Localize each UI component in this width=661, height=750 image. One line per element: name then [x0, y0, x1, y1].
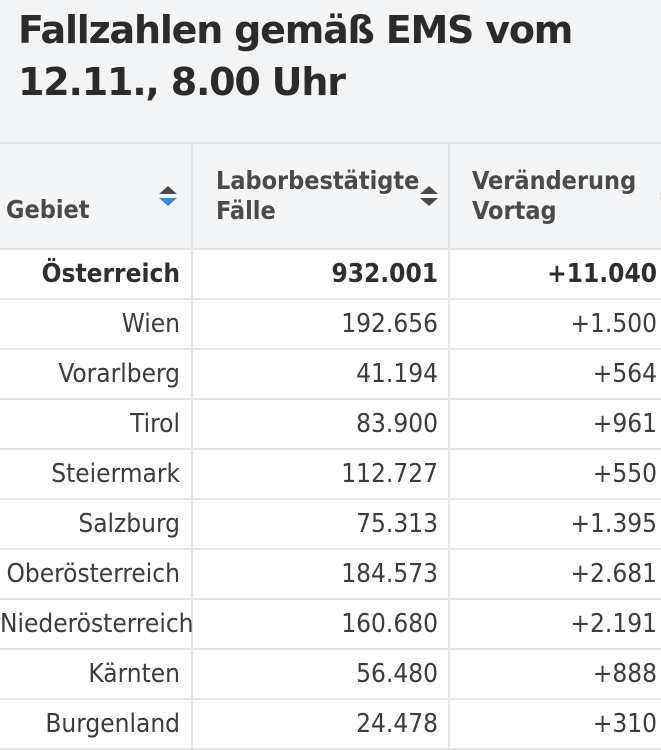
- cell-region: Steiermark: [0, 448, 193, 500]
- cell-region: Kärnten: [0, 648, 193, 700]
- column-header-region-label: Gebiet: [6, 195, 90, 224]
- cell-change: +888: [448, 648, 661, 700]
- cell-region: Vorarlberg: [0, 348, 193, 400]
- cell-region: Wien: [0, 298, 193, 350]
- cell-cases: 184.573: [191, 548, 450, 600]
- table-row: Kärnten 56.480 +888: [0, 648, 661, 700]
- case-table: Gebiet Laborbestätigte Fälle: [0, 142, 661, 750]
- cell-cases: 83.900: [191, 398, 450, 450]
- table-header-row: Gebiet Laborbestätigte Fälle: [0, 142, 661, 250]
- table-row: Niederösterreich 160.680 +2.191: [0, 598, 661, 650]
- table-row: Steiermark 112.727 +550: [0, 448, 661, 500]
- cell-region: Burgenland: [0, 698, 193, 750]
- sort-descending-active-icon: [159, 198, 177, 206]
- cell-change: +2.191: [448, 598, 661, 650]
- table-row-total: Österreich 932.001 +11.040: [0, 248, 661, 300]
- cell-change: +961: [448, 398, 661, 450]
- table-row: Wien 192.656 +1.500: [0, 298, 661, 350]
- column-header-region[interactable]: Gebiet: [0, 142, 193, 250]
- cell-region: Oberösterreich: [0, 548, 193, 600]
- cell-change: +1.395: [448, 498, 661, 550]
- cell-cases: 24.478: [191, 698, 450, 750]
- column-header-change-label: Veränderung Vortag: [472, 166, 637, 225]
- table-row: Oberösterreich 184.573 +2.681: [0, 548, 661, 600]
- cell-cases: 192.656: [191, 298, 450, 350]
- column-header-cases-label: Laborbestätigte Fälle: [216, 166, 420, 225]
- cell-change: +550: [448, 448, 661, 500]
- cell-change: +564: [448, 348, 661, 400]
- cell-change: +11.040: [448, 248, 661, 300]
- cell-change: +310: [448, 698, 661, 750]
- sort-ascending-icon: [420, 186, 438, 194]
- cell-change: +1.500: [448, 298, 661, 350]
- cell-cases: 932.001: [191, 248, 450, 300]
- cell-cases: 160.680: [191, 598, 450, 650]
- cell-region: Österreich: [0, 248, 193, 300]
- table-row: Salzburg 75.313 +1.395: [0, 498, 661, 550]
- cell-region: Tirol: [0, 398, 193, 450]
- sort-ascending-icon: [159, 186, 177, 194]
- page-title: Fallzahlen gemäß EMS vom 12.11., 8.00 Uh…: [18, 8, 573, 104]
- sort-arrows-icon[interactable]: [159, 186, 177, 206]
- table-row: Burgenland 24.478 +310: [0, 698, 661, 750]
- sort-descending-icon: [420, 198, 438, 206]
- cell-change: +2.681: [448, 548, 661, 600]
- cell-cases: 56.480: [191, 648, 450, 700]
- table-row: Tirol 83.900 +961: [0, 398, 661, 450]
- column-header-cases[interactable]: Laborbestätigte Fälle: [191, 142, 450, 250]
- cell-cases: 75.313: [191, 498, 450, 550]
- table-row: Vorarlberg 41.194 +564: [0, 348, 661, 400]
- case-table-container: Gebiet Laborbestätigte Fälle: [0, 142, 661, 750]
- sort-arrows-icon[interactable]: [420, 186, 438, 206]
- cell-cases: 41.194: [191, 348, 450, 400]
- cell-region: Niederösterreich: [0, 598, 194, 650]
- cell-region: Salzburg: [0, 498, 193, 550]
- column-header-change[interactable]: Veränderung Vortag: [448, 142, 661, 250]
- cell-cases: 112.727: [191, 448, 450, 500]
